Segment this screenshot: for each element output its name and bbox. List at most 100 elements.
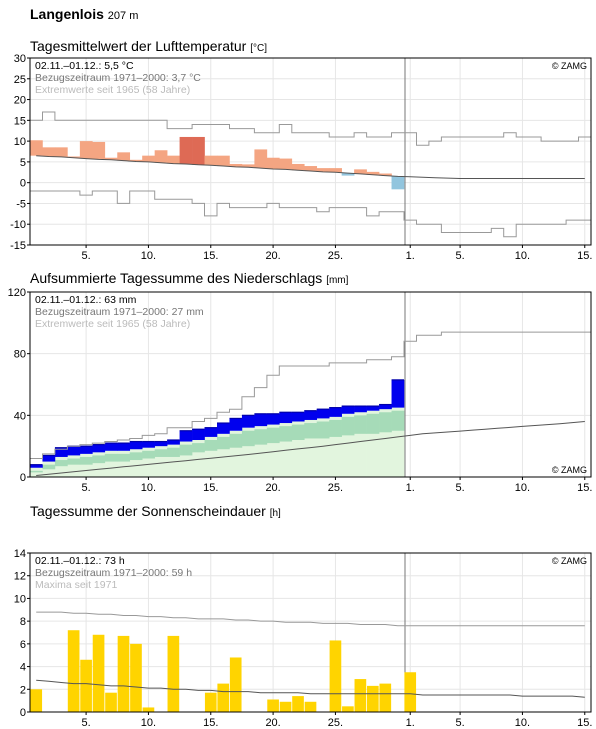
temperature-bar [79,141,93,159]
temperature-bar [104,157,118,160]
percentile-band-inner [142,450,155,459]
x-tick-label: 5. [456,482,465,494]
temperature-bar [341,173,355,176]
percentile-band-inner [167,447,180,457]
cumulative-precip-bar [279,412,293,424]
cumulative-precip-bar [229,418,243,431]
cumulative-precip-bar [30,464,43,468]
percentile-band-inner [229,433,243,448]
temperature-bar [179,136,193,164]
sunshine-bar [130,643,142,712]
percentile-band-inner [366,413,380,434]
y-tick-label: 14 [14,548,26,560]
info-line: 02.11.–01.12.: 63 mm [35,294,137,306]
sunshine-bar [67,630,80,712]
y-tick-label: -5 [16,198,26,210]
y-tick-label: 12 [14,571,26,583]
cumulative-precip-bar [254,413,268,427]
temp-chart-title: Tagesmittelwert der Lufttemperatur [°C] [30,38,267,54]
x-tick-label: 20. [265,482,280,494]
x-tick-label: 15. [577,482,592,494]
normal-line [36,679,585,698]
x-tick-label: 15. [577,717,592,729]
info-line: Bezugszeitraum 1971–2000: 27 mm [35,306,204,318]
percentile-band-inner [217,436,230,450]
percentile-band-inner [154,449,168,457]
cumulative-precip-bar [167,440,180,445]
temperature-bar [92,141,106,160]
temperature-bar [67,156,81,158]
max-extreme-line [30,111,591,146]
percentile-band-inner [30,470,43,473]
temperature-bar [329,168,342,173]
y-tick-label: 6 [20,639,26,651]
temperature-bar [229,163,243,167]
cumulative-precip-bar [104,443,118,451]
sunshine-bar [367,685,379,712]
sunshine-bar [142,707,155,712]
x-tick-label: 1. [406,717,415,729]
y-tick-label: 0 [20,472,26,484]
sunshine-bar [342,706,354,712]
temperature-bar [241,164,255,168]
y-tick-label: 80 [14,349,26,361]
sunshine-bar [92,634,105,712]
percentile-band-inner [104,453,118,462]
cumulative-precip-bar [129,441,143,450]
temp-unit: [°C] [250,43,267,54]
sunshine-bar [329,640,342,712]
temperature-bar [217,155,230,167]
sunshine-bar [80,659,92,712]
precip-unit: [mm] [326,275,349,286]
temperature-bar [291,163,305,171]
x-tick-label: 20. [265,717,280,729]
x-tick-label: 5. [456,717,465,729]
normal-line [36,421,585,476]
sunshine-bar [217,683,230,712]
percentile-band-inner [304,423,318,439]
info-line: Extremwerte seit 1965 (58 Jahre) [35,318,190,330]
cumulative-precip-bar [204,427,218,437]
cumulative-precip-bar [329,407,342,417]
temperature-bar [279,158,293,170]
y-tick-label: 0 [20,178,26,190]
sunshine-bar [267,699,279,712]
y-tick-label: 0 [20,707,26,719]
y-tick-label: 5 [20,157,26,169]
x-tick-label: 5. [82,250,91,262]
y-tick-label: 2 [20,684,26,696]
y-tick-label: 30 [14,53,26,65]
sunshine-bar [30,689,43,712]
cumulative-precip-bar [154,441,168,447]
y-tick-label: 120 [8,287,26,299]
copyright-label: © ZAMG [552,465,587,475]
cumulative-precip-bar [266,413,280,425]
sunshine-bar [292,696,304,712]
cumulative-precip-bar [192,429,205,440]
temperature-bar [379,173,392,176]
cumulative-precip-bar [354,406,367,413]
percentile-band-inner [117,453,131,462]
x-tick-label: 10. [141,482,156,494]
percentile-band-inner [329,419,342,437]
info-line: 02.11.–01.12.: 73 h [35,555,125,567]
percentile-band-inner [379,412,392,433]
y-tick-label: -10 [10,219,26,231]
percentile-band-inner [391,410,405,431]
copyright-label: © ZAMG [552,61,587,71]
cumulative-precip-bar [42,455,56,462]
y-tick-label: 4 [20,662,26,674]
cumulative-precip-bar [142,441,155,448]
info-line: Maxima seit 1971 [35,579,117,591]
station-name: Langenlois [30,6,104,22]
cumulative-precip-bar [341,406,355,414]
sunshine-bar [204,692,217,712]
percentile-band-inner [341,416,355,436]
station-elevation: 207 m [107,10,139,22]
x-tick-label: 10. [141,250,156,262]
precipitation-chart: 0 40 80 120 5. 10. 15. 20. 25. 1. 5. 10. 15. 02.11.–0… [8,287,593,494]
percentile-band-inner [254,429,268,445]
cumulative-precip-bar [391,379,405,408]
percentile-band-inner [42,464,56,470]
temperature-bar [254,149,268,169]
